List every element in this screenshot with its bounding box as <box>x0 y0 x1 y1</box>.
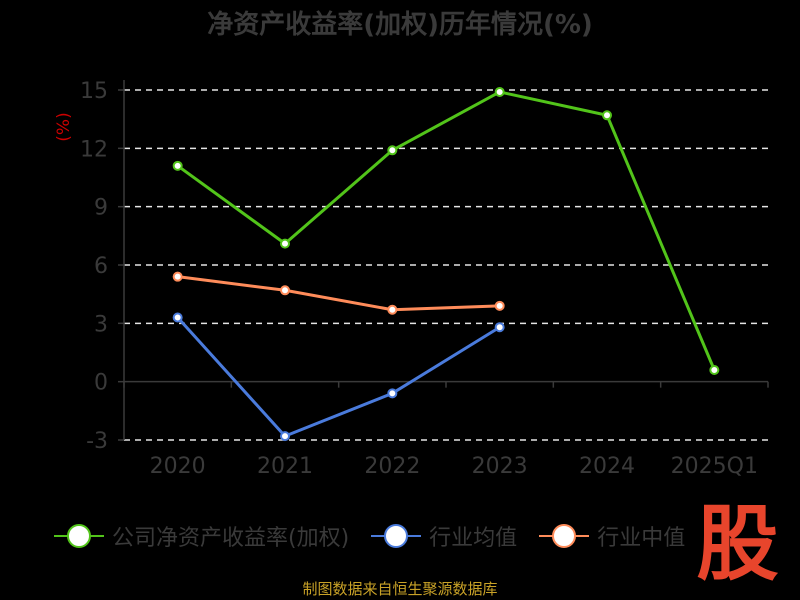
y-axis-label: (%) <box>54 112 74 141</box>
legend-item[interactable]: 公司净资产收益率(加权) <box>54 520 349 552</box>
data-point-2 <box>172 271 183 282</box>
x-tick-label: 2022 <box>364 454 420 479</box>
data-point-2 <box>280 285 290 296</box>
y-tick-label: 0 <box>94 371 108 396</box>
x-tick-label: 2020 <box>150 454 206 479</box>
y-tick-label: 6 <box>94 254 108 279</box>
series-line-1 <box>176 316 501 438</box>
series-line-0 <box>176 90 716 371</box>
legend-item[interactable]: 行业中值 <box>539 520 685 552</box>
x-tick-label: 2024 <box>579 454 635 479</box>
y-tick-label: 12 <box>80 137 108 162</box>
chart-legend: 公司净资产收益率(加权) 行业均值 行业中值 <box>54 520 707 552</box>
data-point-0 <box>602 110 612 121</box>
data-point-0 <box>494 86 505 97</box>
y-tick-label: 15 <box>80 79 108 104</box>
data-point-2 <box>387 304 398 315</box>
y-tick-label: 3 <box>94 312 108 337</box>
data-point-0 <box>280 238 290 249</box>
legend-swatch-icon <box>54 524 104 548</box>
series-line-2 <box>177 275 500 312</box>
brand-logo: 股 <box>696 497 779 592</box>
legend-swatch-icon <box>539 524 590 548</box>
legend-swatch-icon <box>371 524 422 548</box>
legend-label: 公司净资产收益率(加权) <box>112 526 350 551</box>
legend-item[interactable]: 行业均值 <box>371 520 517 552</box>
data-source-note: 制图数据来自恒生聚源数据库 <box>302 580 498 598</box>
x-tick-label: 2023 <box>472 454 528 479</box>
y-tick-label: -3 <box>86 429 108 454</box>
data-point-0 <box>387 145 398 156</box>
data-point-1 <box>172 312 183 323</box>
legend-label: 行业中值 <box>597 526 686 551</box>
data-point-1 <box>280 431 290 442</box>
x-tick-label: 2021 <box>257 454 313 479</box>
data-point-1 <box>387 388 398 399</box>
data-point-0 <box>172 160 183 171</box>
y-tick-label: 9 <box>94 196 108 221</box>
legend-label: 行业均值 <box>429 526 518 551</box>
data-point-0 <box>709 365 720 375</box>
data-point-1 <box>494 322 505 333</box>
data-point-2 <box>494 300 505 311</box>
chart-title: 净资产收益率(加权)历年情况(%) <box>207 10 593 40</box>
x-tick-label: 2025Q1 <box>671 454 758 479</box>
